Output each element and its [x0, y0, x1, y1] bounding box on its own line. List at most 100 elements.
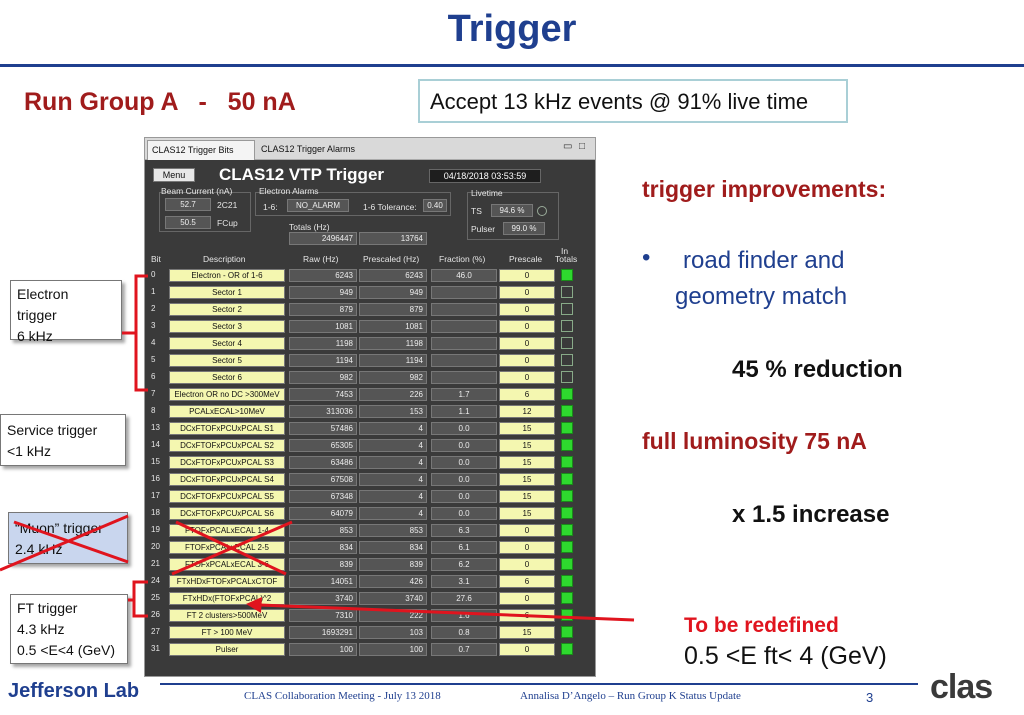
row-prescale[interactable]: 6 [499, 388, 555, 401]
clas-logo: clas [930, 668, 993, 706]
ft-line-1: FT trigger [17, 600, 78, 616]
row-description: Sector 6 [169, 371, 285, 384]
in-totals-checkbox[interactable] [561, 524, 573, 536]
row-fraction: 0.0 [431, 473, 497, 486]
in-totals-checkbox[interactable] [561, 303, 573, 315]
row-prescale[interactable]: 15 [499, 439, 555, 452]
row-raw: 949 [289, 286, 357, 299]
bullet-icon: • [642, 244, 651, 271]
in-totals-checkbox[interactable] [561, 371, 573, 383]
tab-trigger-bits[interactable]: CLAS12 Trigger Bits [147, 140, 255, 160]
row-prescale[interactable]: 0 [499, 371, 555, 384]
in-totals-checkbox[interactable] [561, 592, 573, 604]
menu-button[interactable]: Menu [153, 168, 195, 182]
in-totals-checkbox[interactable] [561, 422, 573, 434]
table-row: 26 FT 2 clusters>500MeV 7310 222 1.6 6 [145, 607, 595, 624]
row-description: DCxFTOFxPCUxPCAL S1 [169, 422, 285, 435]
author-footer: Annalisa D’Angelo – Run Group K Status U… [520, 690, 741, 702]
road-finder-line-2: geometry match [675, 283, 848, 310]
row-description: DCxFTOFxPCUxPCAL S6 [169, 507, 285, 520]
row-prescale[interactable]: 15 [499, 456, 555, 469]
row-prescale[interactable]: 6 [499, 575, 555, 588]
beam-current-group [159, 192, 251, 232]
in-totals-checkbox[interactable] [561, 286, 573, 298]
electron-trigger-box: Electron trigger 6 kHz [10, 280, 122, 344]
table-row: 19 FTOFxPCALxECAL 1-4 853 853 6.3 0 [145, 522, 595, 539]
minimize-icon[interactable]: ▭ [563, 141, 573, 152]
row-prescale[interactable]: 0 [499, 303, 555, 316]
row-prescale[interactable]: 0 [499, 558, 555, 571]
row-bit: 14 [151, 440, 160, 449]
row-prescale[interactable]: 15 [499, 473, 555, 486]
in-totals-checkbox[interactable] [561, 337, 573, 349]
row-fraction: 0.7 [431, 643, 497, 656]
in-totals-checkbox[interactable] [561, 456, 573, 468]
row-raw: 57486 [289, 422, 357, 435]
row-raw: 67508 [289, 473, 357, 486]
in-totals-checkbox[interactable] [561, 354, 573, 366]
row-prescaled: 4 [359, 439, 427, 452]
table-row: 3 Sector 3 1081 1081 0 [145, 318, 595, 335]
slide-title: Trigger [447, 8, 577, 50]
row-prescale[interactable]: 0 [499, 337, 555, 350]
row-prescaled: 4 [359, 456, 427, 469]
table-row: 21 FTOFxPCALxECAL 3-6 839 839 6.2 0 [145, 556, 595, 573]
row-description: FT 2 clusters>500MeV [169, 609, 285, 622]
row-prescaled: 100 [359, 643, 427, 656]
muon-cross-line-1 [0, 514, 129, 572]
tolerance-value[interactable]: 0.40 [423, 199, 447, 212]
row-prescaled: 226 [359, 388, 427, 401]
row-raw: 853 [289, 524, 357, 537]
in-totals-checkbox[interactable] [561, 439, 573, 451]
row-prescale[interactable]: 0 [499, 524, 555, 537]
row-prescale[interactable]: 0 [499, 320, 555, 333]
maximize-icon[interactable]: □ [579, 141, 586, 152]
row-cross-line-2 [175, 520, 287, 576]
row-prescale[interactable]: 15 [499, 490, 555, 503]
reduction-text: 45 % reduction [732, 356, 903, 383]
in-totals-checkbox[interactable] [561, 643, 573, 655]
row-raw: 313036 [289, 405, 357, 418]
row-fraction: 1.7 [431, 388, 497, 401]
beam-fcup-label: FCup [217, 218, 238, 228]
row-bit: 6 [151, 372, 156, 381]
tab-trigger-alarms[interactable]: CLAS12 Trigger Alarms [261, 144, 356, 154]
in-totals-checkbox[interactable] [561, 473, 573, 485]
in-totals-checkbox[interactable] [561, 405, 573, 417]
row-raw: 1194 [289, 354, 357, 367]
row-fraction: 27.6 [431, 592, 497, 605]
row-description: Electron OR no DC >300MeV [169, 388, 285, 401]
in-totals-checkbox[interactable] [561, 507, 573, 519]
alarms-16-label: 1-6: [263, 202, 278, 212]
in-totals-checkbox[interactable] [561, 388, 573, 400]
in-totals-checkbox[interactable] [561, 541, 573, 553]
row-prescale[interactable]: 0 [499, 643, 555, 656]
row-prescale[interactable]: 15 [499, 626, 555, 639]
row-prescaled: 3740 [359, 592, 427, 605]
in-totals-checkbox[interactable] [561, 626, 573, 638]
in-totals-checkbox[interactable] [561, 490, 573, 502]
row-prescale[interactable]: 0 [499, 592, 555, 605]
row-prescale[interactable]: 0 [499, 354, 555, 367]
table-row: 5 Sector 5 1194 1194 0 [145, 352, 595, 369]
row-prescale[interactable]: 0 [499, 269, 555, 282]
in-totals-checkbox[interactable] [561, 558, 573, 570]
electron-alarms-group [255, 192, 451, 216]
row-bit: 16 [151, 474, 160, 483]
row-description: DCxFTOFxPCUxPCAL S4 [169, 473, 285, 486]
row-raw: 834 [289, 541, 357, 554]
totals-prescaled: 13764 [359, 232, 427, 245]
in-totals-checkbox[interactable] [561, 269, 573, 281]
table-row: 7 Electron OR no DC >300MeV 7453 226 1.7 6 [145, 386, 595, 403]
in-totals-checkbox[interactable] [561, 320, 573, 332]
row-prescale[interactable]: 12 [499, 405, 555, 418]
row-prescale[interactable]: 15 [499, 422, 555, 435]
row-prescale[interactable]: 0 [499, 286, 555, 299]
row-prescale[interactable]: 0 [499, 541, 555, 554]
row-prescale[interactable]: 15 [499, 507, 555, 520]
row-description: DCxFTOFxPCUxPCAL S3 [169, 456, 285, 469]
row-raw: 67348 [289, 490, 357, 503]
row-prescaled: 834 [359, 541, 427, 554]
row-fraction: 6.2 [431, 558, 497, 571]
in-totals-checkbox[interactable] [561, 575, 573, 587]
